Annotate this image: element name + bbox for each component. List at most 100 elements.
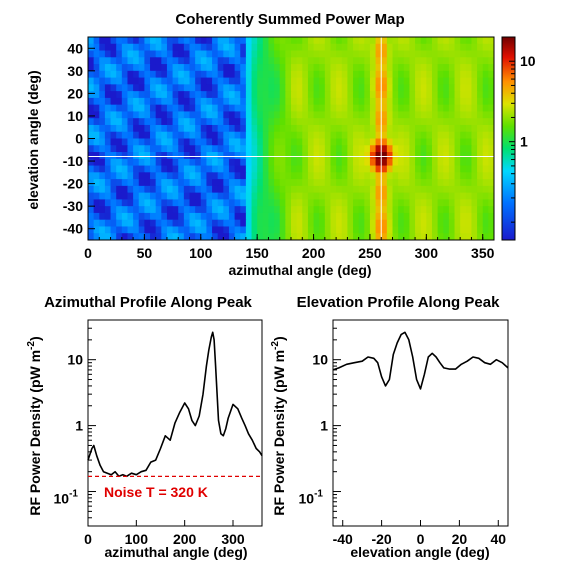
heatmap-cell xyxy=(437,118,444,126)
heatmap-cell xyxy=(386,77,394,85)
heatmap-cell xyxy=(336,131,343,140)
heatmap-cell xyxy=(403,70,411,79)
heatmap-cell xyxy=(110,219,117,228)
heatmap-cell xyxy=(155,57,162,65)
heatmap-cell xyxy=(431,185,439,194)
heatmap-cell xyxy=(172,199,179,207)
heatmap-cell xyxy=(240,57,247,65)
heatmap-cell xyxy=(189,226,196,234)
heatmap-cell xyxy=(166,206,174,214)
heatmap-cell xyxy=(110,37,117,45)
heatmap-cell xyxy=(471,165,478,173)
heatmap-cell xyxy=(110,152,117,160)
heatmap-cell xyxy=(448,206,456,214)
heatmap-cell xyxy=(488,212,494,221)
heatmap-cell xyxy=(268,206,275,214)
azimuthal-profile-title: Azimuthal Profile Along Peak xyxy=(44,294,252,311)
heatmap-cell xyxy=(477,179,484,187)
heatmap-cell xyxy=(144,199,151,207)
heatmap-cell xyxy=(99,206,106,214)
heatmap-cell xyxy=(268,138,275,146)
heatmap-cell xyxy=(353,152,360,160)
heatmap-cell xyxy=(285,172,292,180)
heatmap-cell xyxy=(133,64,140,72)
heatmap-cell xyxy=(110,111,117,119)
heatmap-cell xyxy=(88,138,95,146)
heatmap-cell xyxy=(99,124,106,133)
heatmap-cell xyxy=(240,43,247,52)
heatmap-cell xyxy=(161,179,168,187)
heatmap-cell xyxy=(358,185,365,194)
heatmap-cell xyxy=(262,192,270,200)
heatmap-cell xyxy=(268,226,275,234)
heatmap-cell xyxy=(369,84,377,92)
heatmap-cell xyxy=(195,37,202,45)
heatmap-cell xyxy=(375,84,382,92)
heatmap-cell xyxy=(212,70,219,79)
heatmap-cell xyxy=(307,91,315,99)
heatmap-cell xyxy=(104,118,112,126)
heatmap-cell xyxy=(93,199,100,207)
heatmap-cell xyxy=(454,145,461,153)
heatmap-cell xyxy=(454,233,461,240)
heatmap-cell xyxy=(392,233,399,240)
heatmap-cell xyxy=(381,145,388,153)
heatmap-cell xyxy=(189,50,196,58)
heatmap-cell xyxy=(465,233,473,240)
heatmap-cell xyxy=(319,212,326,221)
heatmap-cell xyxy=(116,206,123,214)
heatmap-cell xyxy=(166,97,174,106)
heatmap-cell xyxy=(116,37,123,45)
heatmap-cell xyxy=(240,50,247,58)
heatmap-cell xyxy=(285,199,292,207)
heatmap-cell xyxy=(183,64,191,72)
heatmap-cell xyxy=(319,206,326,214)
heatmap-cell xyxy=(291,118,298,126)
heatmap-cell xyxy=(437,219,444,228)
heatmap-cell xyxy=(172,77,179,85)
heatmap-cell xyxy=(189,104,196,113)
heatmap-cell xyxy=(88,179,95,187)
heatmap-cell xyxy=(465,158,473,167)
heatmap-cell xyxy=(183,212,191,221)
heatmap-cell xyxy=(212,111,219,119)
heatmap-cell xyxy=(166,57,174,65)
heatmap-cell xyxy=(448,152,456,160)
heatmap-cell xyxy=(347,158,354,167)
heatmap-cell xyxy=(257,97,264,106)
heatmap-cell xyxy=(454,124,461,133)
heatmap-cell xyxy=(234,226,241,234)
heatmap-cell xyxy=(409,104,416,113)
heatmap-cell xyxy=(223,152,230,160)
heatmap-cell xyxy=(240,37,247,45)
heatmap-cell xyxy=(426,104,433,113)
heatmap-cell xyxy=(121,118,129,126)
heatmap-cell xyxy=(93,179,100,187)
heatmap-cell xyxy=(353,185,360,194)
heatmap-cell xyxy=(104,77,112,85)
heatmap-cell xyxy=(234,84,241,92)
heatmap-cell xyxy=(482,104,489,113)
heatmap-cell xyxy=(116,219,123,228)
heatmap-cell xyxy=(448,138,456,146)
heatmap-cell xyxy=(251,104,258,113)
heatmap-cell xyxy=(257,179,264,187)
heatmap-cell xyxy=(99,104,106,113)
heatmap-cell xyxy=(364,77,371,85)
heatmap-cell xyxy=(420,131,427,140)
heatmap-cell xyxy=(386,165,394,173)
heatmap-cell xyxy=(189,172,196,180)
heatmap-cell xyxy=(392,212,399,221)
heatmap-cell xyxy=(223,138,230,146)
heatmap-cell xyxy=(150,64,157,72)
heatmap-cell xyxy=(138,37,145,45)
heatmap-cell xyxy=(183,77,191,85)
heatmap-cell xyxy=(415,179,422,187)
heatmap-cell xyxy=(183,37,191,45)
heatmap-cell xyxy=(415,185,422,194)
heatmap-cell xyxy=(482,37,489,45)
heatmap-cell xyxy=(319,70,326,79)
heatmap-cell xyxy=(364,179,371,187)
heatmap-cell xyxy=(482,226,489,234)
heatmap-cell xyxy=(257,37,264,45)
